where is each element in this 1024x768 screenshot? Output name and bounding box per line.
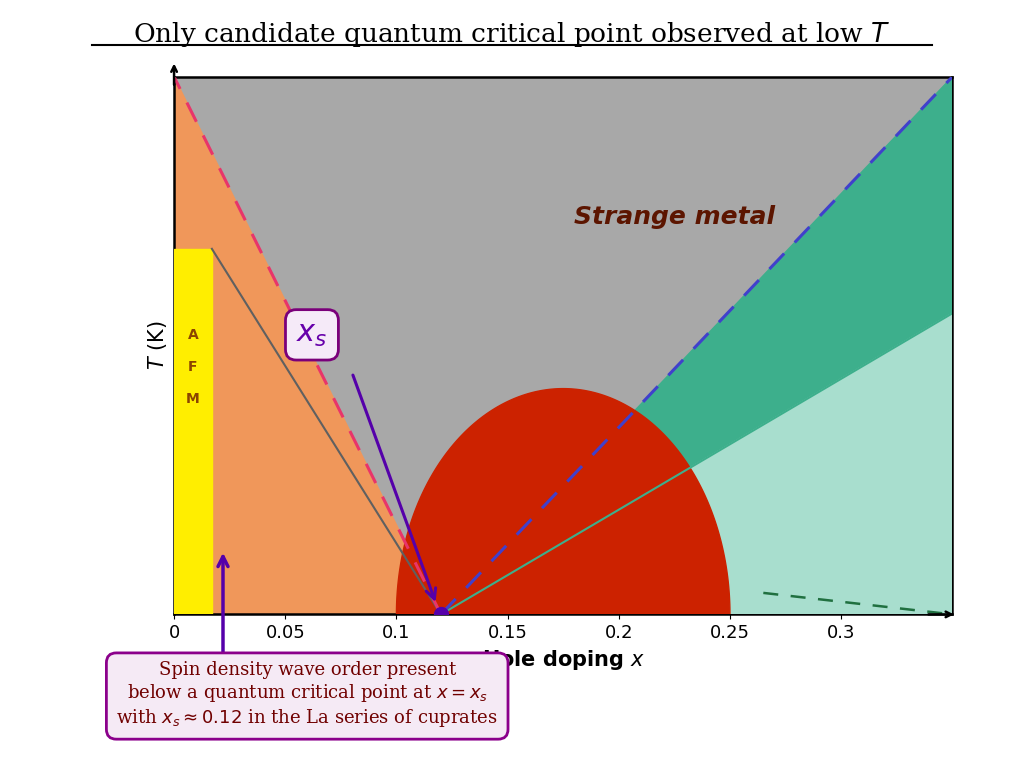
Polygon shape — [441, 77, 952, 614]
Polygon shape — [174, 77, 441, 614]
Y-axis label: $T$ (K): $T$ (K) — [145, 321, 169, 370]
Text: d-wave SC: d-wave SC — [612, 513, 693, 528]
Text: Only candidate quantum critical point observed at low $T$: Only candidate quantum critical point ob… — [133, 20, 891, 49]
X-axis label: Hole doping $x$: Hole doping $x$ — [481, 647, 645, 672]
Text: Strange metal: Strange metal — [573, 204, 775, 229]
Text: F: F — [188, 360, 198, 374]
Polygon shape — [174, 77, 952, 614]
Polygon shape — [441, 313, 952, 614]
Polygon shape — [174, 249, 212, 614]
Text: Spin density wave order present
below a quantum critical point at $x = x_s$
with: Spin density wave order present below a … — [117, 660, 498, 730]
Text: A: A — [187, 328, 199, 342]
Polygon shape — [396, 389, 730, 614]
Text: M: M — [186, 392, 200, 406]
Text: $x_s$: $x_s$ — [296, 320, 328, 349]
